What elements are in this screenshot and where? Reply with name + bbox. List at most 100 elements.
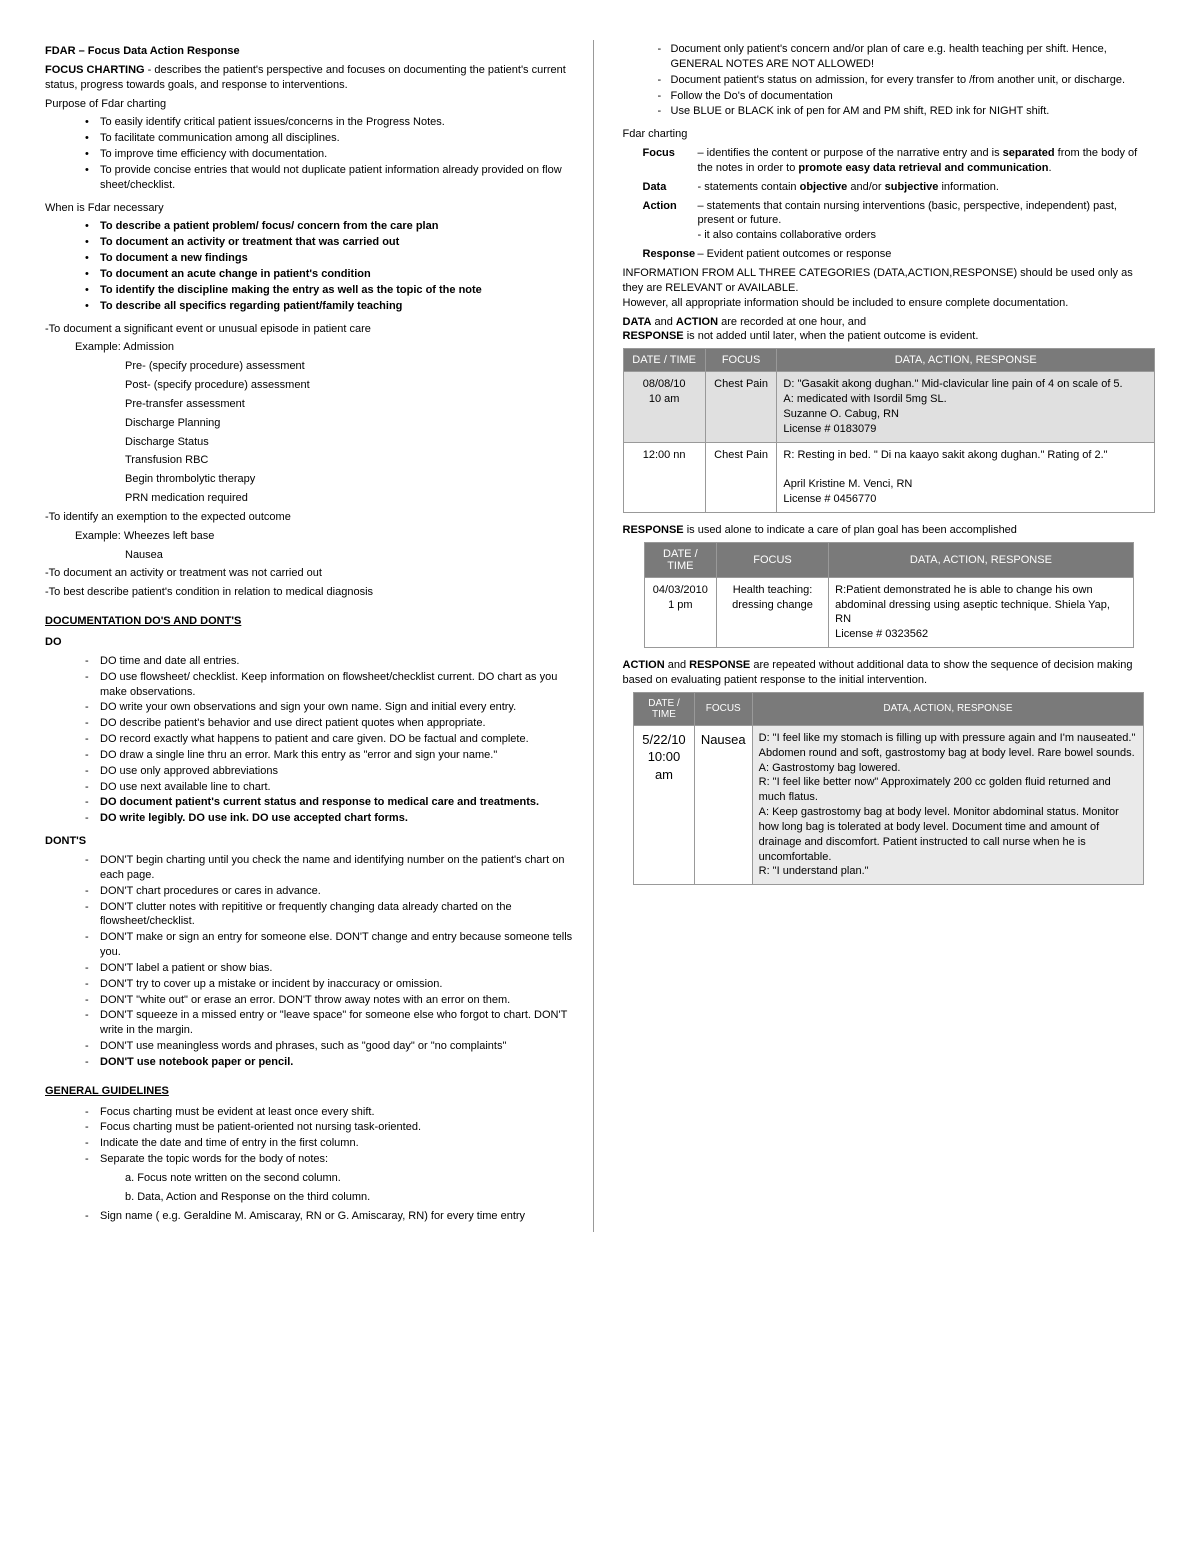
list-item: Transfusion RBC [45, 453, 578, 468]
table-cell: 08/08/1010 am [623, 372, 705, 442]
list-item: PRN medication required [45, 491, 578, 506]
th-date: DATE / TIME [644, 542, 716, 577]
list-item: DO record exactly what happens to patien… [45, 732, 578, 747]
intro: FOCUS CHARTING - describes the patient's… [45, 63, 578, 93]
list-item: DO write legibly. DO use ink. DO use acc… [45, 811, 578, 826]
general-guidelines-list: Focus charting must be evident at least … [45, 1105, 578, 1224]
list-item: Separate the topic words for the body of… [45, 1152, 578, 1167]
th-focus: FOCUS [705, 349, 777, 372]
list-item: Document patient's status on admission, … [623, 73, 1156, 88]
list-item: DO use next available line to chart. [45, 780, 578, 795]
table-3: DATE / TIMEFOCUSDATA, ACTION, RESPONSE 5… [633, 692, 1144, 885]
list-item: To facilitate communication among all di… [45, 131, 578, 146]
list-item: Post- (specify procedure) assessment [45, 378, 578, 393]
list-item: DON'T make or sign an entry for someone … [45, 930, 578, 960]
def-response: Response – Evident patient outcomes or r… [643, 247, 1156, 262]
table-cell: Health teaching: dressing change [716, 577, 828, 647]
table-1: DATE / TIMEFOCUSDATA, ACTION, RESPONSE 0… [623, 348, 1156, 513]
list-item: DON'T try to cover up a mistake or incid… [45, 977, 578, 992]
table-cell: R:Patient demonstrated he is able to cha… [829, 577, 1134, 647]
th-date: DATE / TIME [623, 349, 705, 372]
list-item: Pre- (specify procedure) assessment [45, 359, 578, 374]
list-item: Focus charting must be evident at least … [45, 1105, 578, 1120]
th-dar: DATA, ACTION, RESPONSE [777, 349, 1155, 372]
not-carried: -To document an activity or treatment wa… [45, 566, 578, 581]
list-item: To provide concise entries that would no… [45, 163, 578, 193]
title: FDAR – Focus Data Action Response [45, 44, 578, 59]
list-item: Discharge Status [45, 435, 578, 450]
list-item: Pre-transfer assessment [45, 397, 578, 412]
table-cell: Nausea [694, 725, 752, 884]
general-guidelines-heading: GENERAL GUIDELINES [45, 1084, 578, 1099]
list-item: a. Focus note written on the second colu… [45, 1171, 578, 1186]
list-item: DO draw a single line thru an error. Mar… [45, 748, 578, 763]
list-item: DO describe patient's behavior and use d… [45, 716, 578, 731]
purpose-heading: Purpose of Fdar charting [45, 97, 578, 112]
list-item: DO document patient's current status and… [45, 795, 578, 810]
exempt: -To identify an exemption to the expecte… [45, 510, 578, 525]
list-item: DON'T "white out" or erase an error. DON… [45, 993, 578, 1008]
list-item: DO time and date all entries. [45, 654, 578, 669]
list-item: Indicate the date and time of entry in t… [45, 1136, 578, 1151]
table-cell: D: "I feel like my stomach is filling up… [752, 725, 1144, 884]
list-item: Sign name ( e.g. Geraldine M. Amiscaray,… [45, 1209, 578, 1224]
list-item: Focus charting must be patient-oriented … [45, 1120, 578, 1135]
list-item: To describe all specifics regarding pati… [45, 299, 578, 314]
left-column: FDAR – Focus Data Action Response FOCUS … [45, 40, 594, 1232]
list-item: DON'T use notebook paper or pencil. [45, 1055, 578, 1070]
right-bullet-list: Document only patient's concern and/or p… [623, 42, 1156, 119]
list-item: DON'T use meaningless words and phrases,… [45, 1039, 578, 1054]
list-item: DON'T clutter notes with repititive or f… [45, 900, 578, 930]
two-column-layout: FDAR – Focus Data Action Response FOCUS … [45, 40, 1155, 1232]
data-action-note: DATA and ACTION are recorded at one hour… [623, 315, 1156, 345]
dos-donts-heading: DOCUMENTATION DO'S AND DONT'S [45, 614, 578, 629]
do-heading: DO [45, 635, 578, 650]
table-cell: 5/22/1010:00 am [634, 725, 695, 884]
list-item: To document an activity or treatment tha… [45, 235, 578, 250]
when-list: To describe a patient problem/ focus/ co… [45, 219, 578, 313]
th-dar: DATA, ACTION, RESPONSE [752, 692, 1144, 725]
def-data: Data - statements contain objective and/… [643, 180, 1156, 195]
list-item: To improve time efficiency with document… [45, 147, 578, 162]
list-item: DO use flowsheet/ checklist. Keep inform… [45, 670, 578, 700]
info-paragraph: INFORMATION FROM ALL THREE CATEGORIES (D… [623, 266, 1156, 311]
right-column: Document only patient's concern and/or p… [619, 40, 1156, 1232]
list-item: Document only patient's concern and/or p… [623, 42, 1156, 72]
list-item: DON'T begin charting until you check the… [45, 853, 578, 883]
example-admission: Example: Admission [45, 340, 578, 355]
purpose-list: To easily identify critical patient issu… [45, 115, 578, 192]
table-cell: 12:00 nn [623, 442, 705, 512]
best-desc: -To best describe patient's condition in… [45, 585, 578, 600]
table-cell: 04/03/20101 pm [644, 577, 716, 647]
table-cell: Chest Pain [705, 372, 777, 442]
sig-event: -To document a significant event or unus… [45, 322, 578, 337]
table-cell: R: Resting in bed. " Di na kaayo sakit a… [777, 442, 1155, 512]
list-item: Begin thrombolytic therapy [45, 472, 578, 487]
table-cell: Chest Pain [705, 442, 777, 512]
list-item: DO write your own observations and sign … [45, 700, 578, 715]
th-date: DATE / TIME [634, 692, 695, 725]
list-item: To easily identify critical patient issu… [45, 115, 578, 130]
dont-heading: DONT'S [45, 834, 578, 849]
response-alone-note: RESPONSE is used alone to indicate a car… [623, 523, 1156, 538]
list-item: To identify the discipline making the en… [45, 283, 578, 298]
def-action: Action – statements that contain nursing… [643, 199, 1156, 244]
list-item: Discharge Planning [45, 416, 578, 431]
def-focus: Focus – identifies the content or purpos… [643, 146, 1156, 176]
when-heading: When is Fdar necessary [45, 201, 578, 216]
admission-list: Pre- (specify procedure) assessment Post-… [45, 359, 578, 506]
list-item: DON'T chart procedures or cares in advan… [45, 884, 578, 899]
example-wheeze2: Nausea [45, 548, 578, 563]
th-focus: FOCUS [694, 692, 752, 725]
list-item: b. Data, Action and Response on the thir… [45, 1190, 578, 1205]
dont-list: DON'T begin charting until you check the… [45, 853, 578, 1070]
list-item: To document an acute change in patient's… [45, 267, 578, 282]
action-response-note: ACTION and RESPONSE are repeated without… [623, 658, 1156, 688]
table-cell: D: "Gasakit akong dughan." Mid-clavicula… [777, 372, 1155, 442]
th-focus: FOCUS [716, 542, 828, 577]
list-item: To describe a patient problem/ focus/ co… [45, 219, 578, 234]
table-2: DATE / TIMEFOCUSDATA, ACTION, RESPONSE 0… [644, 542, 1134, 648]
th-dar: DATA, ACTION, RESPONSE [829, 542, 1134, 577]
fdar-heading: Fdar charting [623, 127, 1156, 142]
list-item: DON'T label a patient or show bias. [45, 961, 578, 976]
